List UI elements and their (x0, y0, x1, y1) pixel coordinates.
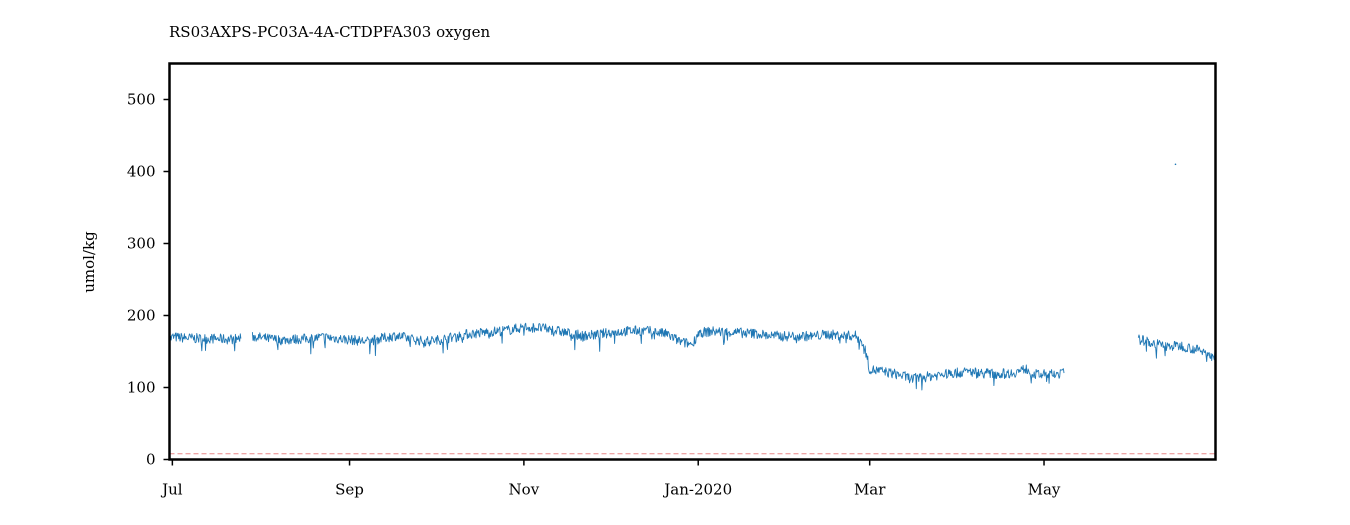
series-line-segment-1 (169, 332, 242, 352)
y-tick-label: 400 (127, 163, 156, 181)
x-axis: Jul Sep Nov Jan-2020 Mar May (160, 459, 1061, 499)
x-tick-label: Jul (160, 481, 183, 499)
y-axis-label: umol/kg (80, 231, 98, 293)
y-tick-label: 100 (127, 379, 156, 397)
x-tick-label: Mar (854, 481, 886, 499)
chart-title: RS03AXPS-PC03A-4A-CTDPFA303 oxygen (169, 23, 491, 41)
x-tick-label: Sep (335, 481, 364, 499)
series-line-segment-3 (1137, 334, 1216, 363)
x-tick-label: Nov (509, 481, 540, 499)
plot-area (169, 163, 1216, 455)
y-tick-label: 300 (127, 235, 156, 253)
plot-frame (168, 62, 1217, 461)
y-tick-label: 500 (127, 91, 156, 109)
series-line-segment-2 (251, 322, 1065, 391)
y-axis: 0 100 200 300 400 500 (127, 91, 170, 469)
x-tick-label: May (1028, 481, 1061, 499)
y-tick-label: 0 (146, 451, 156, 469)
outlier-point (1174, 163, 1177, 166)
x-tick-label: Jan-2020 (662, 481, 732, 499)
y-tick-label: 200 (127, 307, 156, 325)
